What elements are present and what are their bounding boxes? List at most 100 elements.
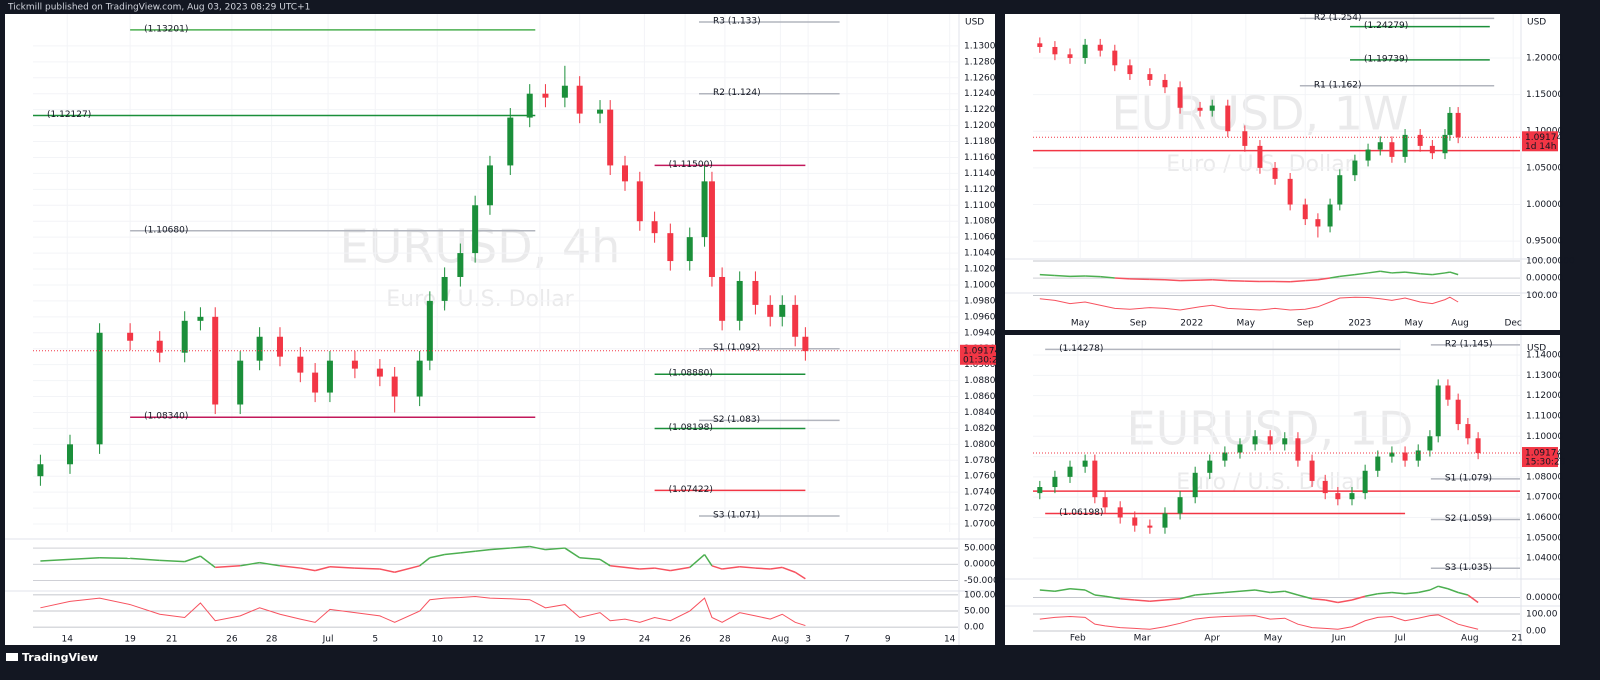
y-tick-label: 1.12800: [964, 57, 1001, 67]
level-label: (1.11500): [669, 160, 713, 170]
x-tick-label: Apr: [1204, 634, 1220, 644]
oscillator-segment: [703, 554, 713, 567]
y-tick-label: 1.11600: [964, 153, 1001, 163]
oscillator-segment: [1069, 588, 1086, 591]
candle: [276, 327, 283, 367]
x-tick-label: 21: [166, 635, 177, 645]
y-tick-label: 1.07800: [964, 456, 1001, 466]
candle-body: [1177, 87, 1183, 108]
y-tick-label: 1.06000: [1526, 513, 1563, 523]
oscillator-segment: [279, 565, 301, 569]
x-tick-label: May: [1071, 319, 1090, 329]
candle-body: [1162, 79, 1168, 88]
candle-body: [708, 181, 715, 277]
y-tick-label: 1.07200: [964, 504, 1001, 514]
candle: [1237, 438, 1243, 459]
oscillator-segment: [670, 566, 690, 572]
oscillator-segment: [1467, 594, 1479, 604]
last-price-label: 1.09174: [963, 346, 1000, 356]
level-label: (1.08880): [669, 369, 713, 379]
oscillator-segment: [1364, 593, 1378, 597]
x-tick-label: 9: [885, 635, 891, 645]
level-label: (1.13201): [144, 24, 188, 34]
oscillator-segment: [1212, 278, 1228, 282]
candle-body: [1209, 105, 1215, 111]
candle: [701, 165, 708, 247]
candle: [1257, 140, 1263, 174]
x-tick-label: Aug: [772, 635, 790, 645]
oscillator-segment: [1432, 272, 1446, 276]
oscillator-segment: [1164, 278, 1181, 282]
oscillator-segment: [722, 566, 740, 570]
candle: [1092, 454, 1098, 504]
oscillator-segment: [1227, 279, 1245, 282]
candle: [542, 84, 549, 108]
x-tick-label: Aug: [1461, 634, 1479, 644]
oscillator-segment: [489, 547, 511, 551]
candle-body: [312, 372, 319, 393]
pane-tick-label: 0.00: [1526, 626, 1546, 636]
last-price-tag: [960, 344, 996, 365]
candle: [792, 295, 799, 347]
pane-tick-label: 50.00: [964, 607, 990, 617]
level-label: S1 (1.079): [1445, 473, 1492, 483]
candle: [1052, 41, 1058, 61]
oscillator-segment: [1149, 599, 1166, 602]
y-tick-label: 1.11200: [964, 185, 1001, 195]
oscillator-segment: [1404, 271, 1421, 275]
candle-body: [416, 360, 423, 397]
y-tick-label: 1.11000: [964, 201, 1001, 211]
candle-body: [326, 360, 333, 393]
candle-body: [1337, 175, 1343, 205]
candle-body: [1287, 178, 1293, 205]
y-tick-label: 1.08200: [964, 424, 1001, 434]
x-tick-label: 2022: [1180, 319, 1203, 329]
oscillator-segment: [770, 566, 783, 570]
candle-body: [156, 340, 163, 353]
oscillator-segment: [240, 561, 260, 567]
description-watermark: Euro / U.S. Dollar: [386, 287, 574, 312]
candle-body: [1475, 438, 1481, 454]
oscillator-segment: [1195, 593, 1210, 596]
y-tick-label: 1.08600: [964, 392, 1001, 402]
candle-body: [1162, 513, 1168, 528]
level-label: (1.14278): [1059, 344, 1103, 354]
candle: [767, 295, 774, 327]
candle: [667, 223, 674, 271]
y-tick-label: 1.07400: [964, 488, 1001, 498]
candle-body: [1147, 74, 1153, 80]
candle-body: [779, 304, 786, 317]
candle-body: [597, 109, 604, 114]
candle: [526, 84, 533, 128]
candle: [686, 227, 693, 271]
candle: [1309, 454, 1315, 488]
currency-label: USD: [965, 18, 984, 28]
candle-body: [1037, 487, 1043, 494]
candle: [1267, 430, 1273, 451]
y-tick-label: 1.15000: [1526, 90, 1563, 100]
candle-body: [686, 237, 693, 262]
candle: [1222, 446, 1228, 467]
x-tick-label: 19: [124, 635, 136, 645]
candle-body: [441, 276, 448, 301]
level-label: (1.06198): [1059, 508, 1103, 518]
oscillator-segment: [444, 552, 461, 556]
pane-tick-label: -50.00000: [964, 576, 1010, 586]
oscillator-segment: [1339, 273, 1355, 278]
candle-body: [636, 181, 643, 222]
candle: [351, 351, 358, 379]
candle-body: [1037, 43, 1043, 47]
oscillator-segment: [1457, 591, 1469, 596]
oscillator-segment: [1084, 589, 1096, 596]
x-tick-label: 21: [1511, 634, 1522, 644]
candle: [1435, 379, 1441, 443]
oscillator-segment: [1420, 273, 1433, 276]
oscillator-segment: [1305, 278, 1318, 282]
candle-body: [1252, 436, 1258, 445]
candle: [426, 291, 433, 371]
candle-body: [1272, 167, 1278, 179]
oscillator-segment: [329, 566, 355, 569]
x-tick-label: May: [1264, 634, 1283, 644]
candle: [1082, 38, 1088, 64]
x-tick-label: 5: [372, 635, 378, 645]
